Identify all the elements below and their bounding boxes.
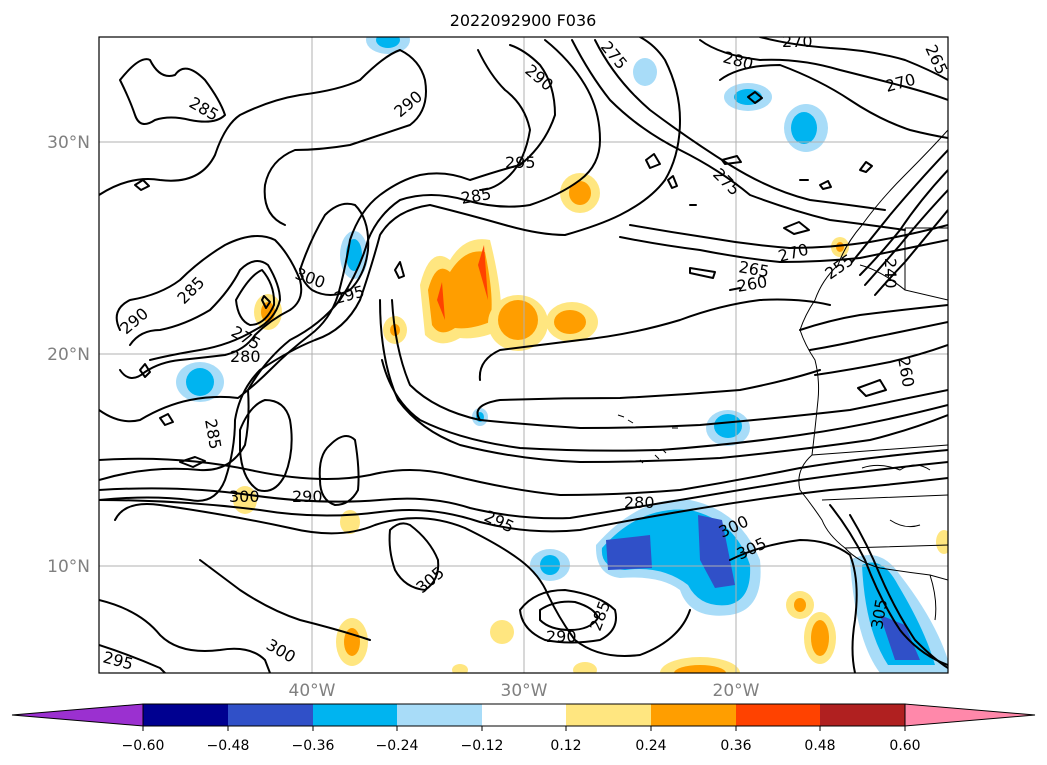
shading-layer: [176, 37, 948, 673]
shade-blob: [836, 242, 844, 252]
shade-blob: [811, 620, 829, 656]
shade-blob: [714, 414, 742, 438]
shade-blob: [376, 37, 400, 48]
colorbar-bin: [736, 704, 820, 726]
colorbar-tick-label: 0.24: [635, 738, 666, 754]
contour-label: 290: [546, 627, 577, 646]
colorbar-tick-label: 0.60: [889, 738, 920, 754]
shade-blob: [633, 58, 657, 86]
contour-label: 300: [229, 487, 260, 506]
contour-label: 240: [881, 258, 900, 289]
colorbar-outline: [142, 703, 906, 727]
colorbar-bin: [143, 704, 228, 726]
shade-blob: [490, 620, 514, 644]
shade-blob: [569, 181, 591, 205]
colorbar-bin: [482, 704, 566, 726]
colorbar-tick-label: 0.12: [550, 738, 581, 754]
shade-blob: [186, 368, 214, 396]
colorbar-bin: [566, 704, 651, 726]
lat-label: 10°N: [47, 557, 90, 577]
shade-blob: [478, 245, 488, 300]
colorbar-bin: [313, 704, 397, 726]
contour-label: 270: [782, 32, 813, 51]
contour-lines: [99, 37, 948, 673]
shade-blob: [698, 515, 735, 588]
lat-label: 20°N: [47, 345, 90, 365]
lat-label: 30°N: [47, 133, 90, 153]
shade-blob: [498, 300, 538, 340]
colorbar-tick-label: −0.60: [122, 738, 165, 754]
shade-blob: [674, 665, 726, 673]
colorbar-tick-label: −0.24: [376, 738, 419, 754]
lon-label: 30°W: [501, 681, 548, 701]
graticule: [99, 37, 948, 673]
shade-blob: [437, 282, 445, 320]
colorbar-extend-low: [11, 703, 144, 727]
colorbar-bin: [397, 704, 482, 726]
colorbar-extend-high: [904, 703, 1036, 727]
colorbar-tick-label: 0.36: [720, 738, 751, 754]
shade-blob: [573, 662, 597, 673]
contour-label: 295: [505, 153, 536, 172]
colorbar-bin: [228, 704, 313, 726]
lon-label: 40°W: [289, 681, 336, 701]
shade-blob: [791, 112, 817, 144]
colorbar-bin: [651, 704, 736, 726]
shade-blob: [452, 664, 468, 673]
colorbar-tick-label: 0.48: [804, 738, 835, 754]
colorbar-tick-label: −0.36: [292, 738, 335, 754]
colorbar-tick-label: −0.48: [207, 738, 250, 754]
shade-blob: [346, 239, 362, 271]
map-frame: [98, 36, 949, 674]
colorbar-tick-label: −0.12: [461, 738, 504, 754]
shade-blob: [794, 598, 806, 612]
colorbar-bin: [820, 704, 905, 726]
contour-label: 280: [230, 347, 261, 366]
map-title: 2022092900 F036: [450, 11, 597, 30]
lon-label: 20°W: [713, 681, 760, 701]
contour-label: 280: [624, 493, 655, 512]
shade-blob: [540, 555, 560, 575]
colorbar: −0.60 −0.48 −0.36 −0.24 −0.12 0.12 0.24 …: [11, 703, 1036, 754]
contour-label: 290: [292, 487, 323, 506]
shade-blob: [606, 535, 652, 570]
shade-blob: [880, 615, 920, 660]
shade-blob: [936, 530, 948, 554]
map-plot-area: 290 295 275 280 270 265 285 290 270 275 …: [99, 32, 948, 673]
shade-blob: [554, 310, 586, 334]
